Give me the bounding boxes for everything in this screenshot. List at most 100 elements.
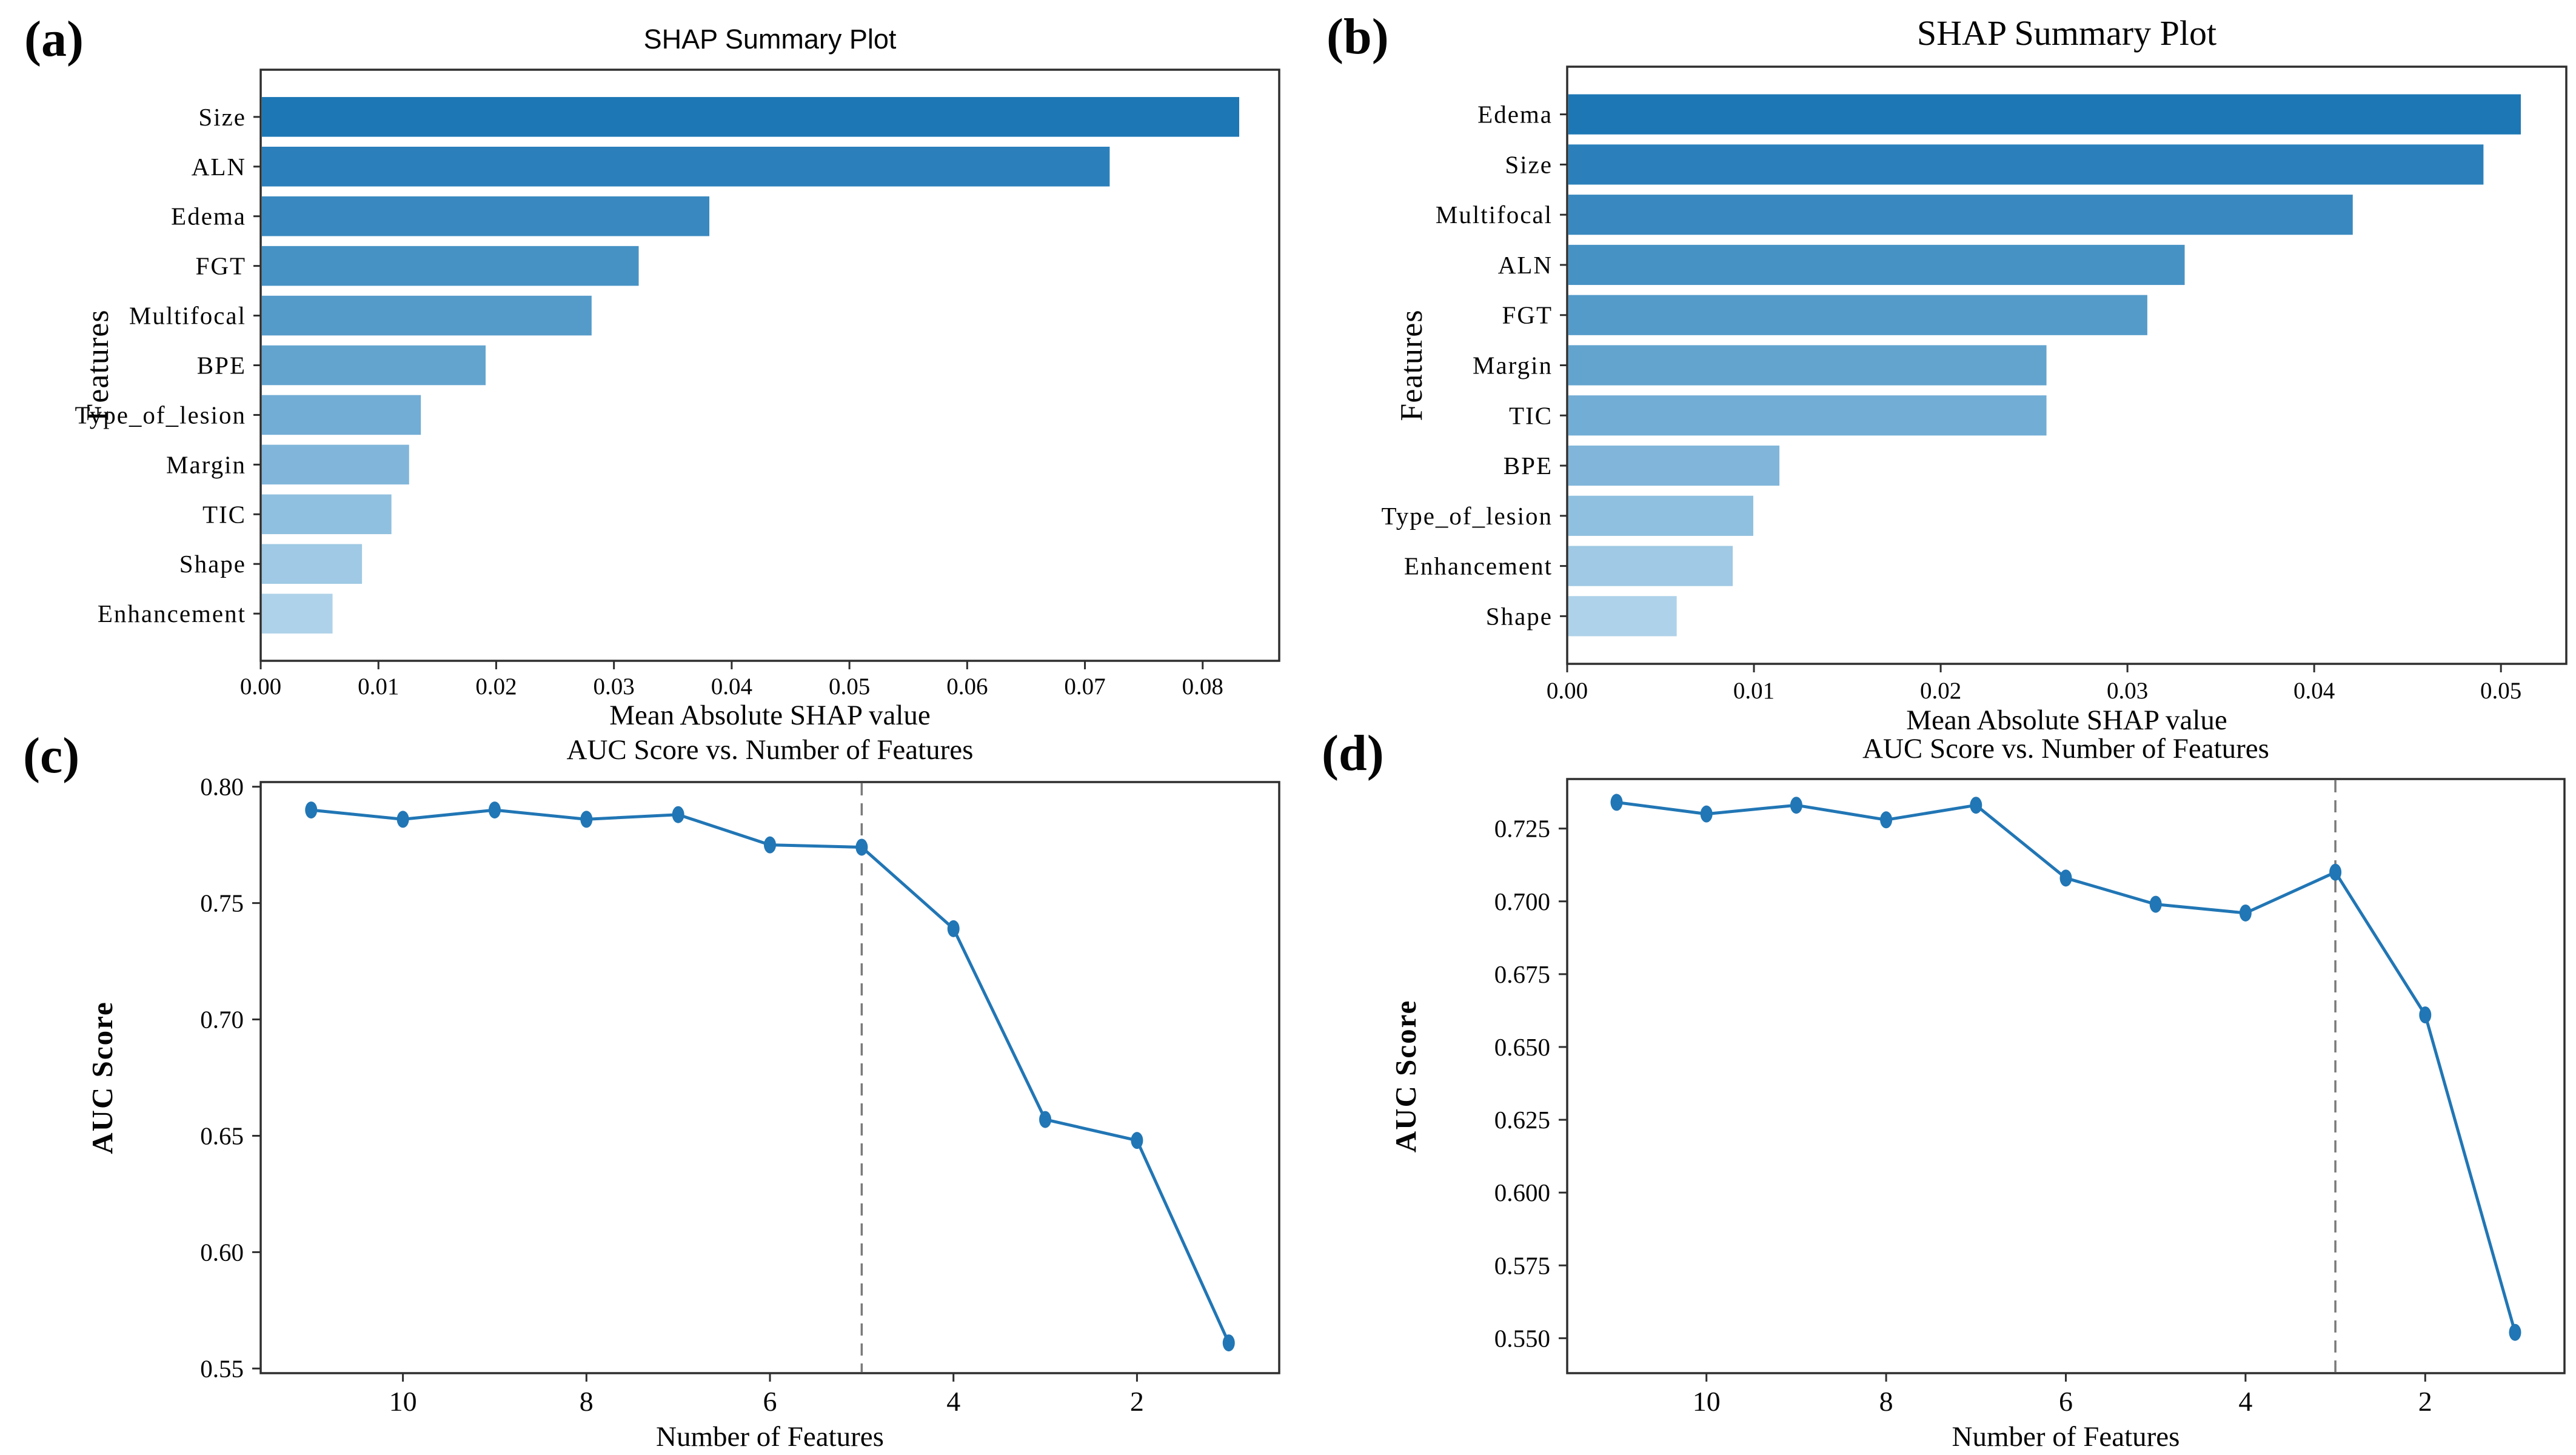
bar-shape: [262, 544, 363, 584]
x-tick-label: 0.03: [594, 674, 635, 700]
axes-frame: [1566, 65, 2568, 665]
trend-line: [310, 808, 1231, 1344]
data-point: [2329, 863, 2342, 881]
y-category-label: Margin: [1473, 352, 1553, 380]
y-tick-label: 0.55: [200, 1354, 244, 1382]
y-category-label: Shape: [1486, 602, 1553, 630]
y-tick-label: 0.650: [1494, 1033, 1550, 1061]
data-point: [855, 838, 868, 856]
data-point: [2059, 869, 2072, 887]
auc-line-chart-d: 0.550 0.575 0.600 0.625 0.650 0.675 0.700 0.725…: [1389, 733, 2566, 1453]
y-tick-label: 0.75: [200, 889, 244, 917]
y-tick-label: 0.550: [1494, 1324, 1550, 1352]
bar-tic: [1568, 395, 2047, 436]
y-category-label: Enhancement: [1404, 552, 1553, 580]
bar-aln: [1568, 244, 2185, 286]
y-category-label: FGT: [1502, 301, 1553, 329]
y-tick-label: 0.600: [1494, 1179, 1550, 1206]
x-tick-label: 10: [1693, 1386, 1721, 1417]
data-point: [1970, 797, 1982, 814]
x-tick-label: 0.01: [358, 674, 399, 700]
panel-a-label: (a): [24, 11, 84, 67]
x-tick-label: 0.05: [2480, 678, 2521, 704]
x-tick-label: 0.00: [1547, 678, 1588, 704]
y-category-label: FGT: [196, 252, 246, 280]
panel-c-label: (c): [23, 728, 80, 784]
y-axis-label: AUC Score: [85, 1001, 119, 1154]
panel-d-label: (d): [1322, 725, 1384, 781]
bar-multifocal: [262, 295, 592, 336]
bar-enhancement: [262, 594, 333, 634]
axes-frame: [1566, 778, 2566, 1374]
y-category-label: Edema: [171, 202, 246, 230]
data-point: [2419, 1006, 2432, 1024]
auc-line-chart-c: 0.55 0.60 0.65 0.70 0.75 0.80 10 8 6 4 2 AUC Score …: [85, 734, 1280, 1453]
x-tick-label: 0.02: [1920, 678, 1961, 704]
x-tick-label: 6: [2059, 1386, 2073, 1417]
y-category-label: Edema: [1477, 101, 1553, 129]
bar-type_of_lesion: [262, 395, 421, 435]
data-point: [1880, 811, 1893, 829]
x-tick-label: 0.07: [1064, 674, 1105, 700]
y-tick-label: 0.70: [200, 1006, 244, 1034]
bar-bpe: [1568, 445, 1780, 486]
chart-title: AUC Score vs. Number of Features: [1862, 733, 2269, 764]
y-category-label: Type_of_lesion: [1382, 502, 1553, 530]
bar-size: [262, 97, 1240, 137]
bar-fgt: [262, 246, 639, 286]
data-point: [396, 811, 409, 828]
bar-shape: [1568, 596, 1677, 637]
chart-title: SHAP Summary Plot: [1917, 13, 2216, 53]
x-tick-label: 0.04: [711, 674, 752, 700]
y-axis-label: Features: [1394, 309, 1429, 421]
y-category-label: Type_of_lesion: [75, 401, 246, 429]
data-point: [1700, 805, 1713, 823]
data-point: [488, 801, 501, 819]
bar-size: [1568, 144, 2484, 185]
y-category-label: Shape: [179, 550, 246, 578]
bar-margin: [1568, 345, 2047, 386]
x-tick-label: 0.01: [1733, 678, 1775, 704]
x-tick-label: 0.06: [946, 674, 988, 700]
x-axis-label: Mean Absolute SHAP value: [1906, 704, 2227, 736]
x-tick-label: 2: [1130, 1386, 1144, 1417]
x-tick-label: 8: [1879, 1386, 1893, 1417]
y-category-label: Multifocal: [129, 302, 246, 330]
bar-bpe: [262, 345, 486, 386]
y-tick-label: 0.675: [1494, 960, 1550, 988]
y-category-label: Multifocal: [1436, 201, 1553, 229]
data-point: [1039, 1111, 1052, 1128]
x-tick-label: 4: [2238, 1386, 2252, 1417]
axes-frame: [259, 781, 1280, 1374]
y-tick-label: 0.60: [200, 1238, 244, 1266]
data-point: [2509, 1323, 2521, 1341]
y-axis-label: Features: [81, 309, 115, 421]
x-axis-label: Number of Features: [656, 1421, 884, 1453]
shap-bar-chart-b: Edema Size Multifocal ALN FGT Margin TIC BPE Typ…: [1382, 13, 2568, 736]
y-category-label: Size: [198, 103, 246, 131]
chart-title: SHAP Summary Plot: [644, 24, 897, 55]
y-category-label: BPE: [197, 352, 246, 380]
bar-edema: [1568, 94, 2521, 135]
shap-bar-chart-a: Size ALN Edema FGT Multifocal BPE Type_of_lesi…: [75, 24, 1280, 731]
data-point: [1222, 1334, 1235, 1352]
x-axis-label: Number of Features: [1952, 1421, 2180, 1453]
bar-tic: [262, 494, 392, 535]
y-category-label: Margin: [166, 450, 246, 478]
y-category-label: Enhancement: [98, 600, 246, 627]
panel-b-label: (b): [1326, 8, 1389, 65]
x-tick-label: 0.04: [2293, 678, 2335, 704]
data-point: [2149, 895, 2162, 913]
data-point: [947, 920, 960, 937]
x-tick-label: 8: [580, 1386, 594, 1417]
y-tick-label: 0.700: [1494, 888, 1550, 915]
y-tick-label: 0.725: [1494, 815, 1550, 843]
x-tick-label: 0.00: [240, 674, 281, 700]
x-tick-label: 0.03: [2107, 678, 2148, 704]
data-point: [764, 836, 776, 854]
bar-type_of_lesion: [1568, 495, 1753, 536]
y-category-label: ALN: [192, 153, 246, 181]
y-tick-label: 0.575: [1494, 1251, 1550, 1279]
y-category-label: TIC: [1509, 401, 1553, 429]
